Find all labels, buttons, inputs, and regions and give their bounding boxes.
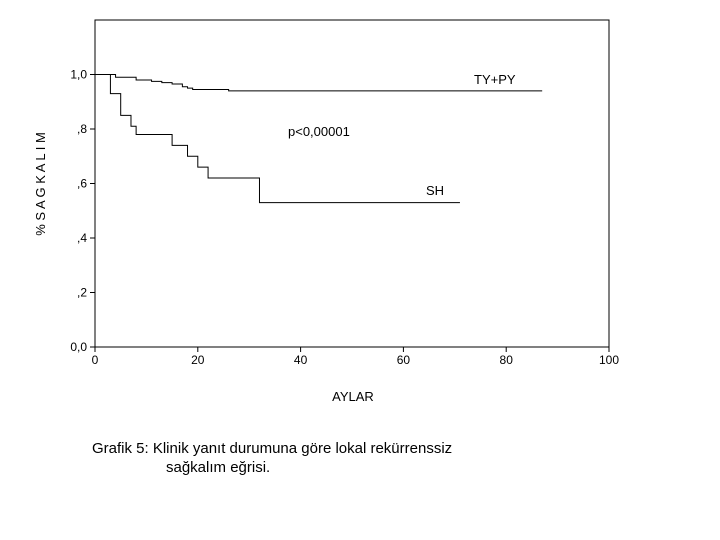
y-tick-label: 0,0: [70, 340, 87, 354]
survival-line-sh: [95, 74, 460, 204]
x-tick-label: 80: [500, 353, 514, 367]
y-axis-label: % S A G K A L I M: [33, 132, 48, 236]
x-tick-label: 40: [294, 353, 308, 367]
series-lines: [95, 74, 543, 204]
survival-line-typy: [95, 74, 543, 92]
y-tick-label: ,6: [77, 177, 87, 191]
plot-frame: [94, 19, 610, 348]
caption-line-2: sağkalım eğrisi.: [166, 459, 271, 476]
y-tick-label: 1,0: [70, 68, 87, 82]
axes: 0 20 40 60 80 100 0,0 ,2 ,4 ,6 ,8 1,0: [70, 19, 619, 367]
y-tick-label: ,8: [77, 122, 87, 136]
y-tick-label: ,2: [77, 286, 87, 300]
x-tick-label: 60: [397, 353, 411, 367]
series-label-sh: SH: [426, 183, 444, 198]
x-tick-label: 20: [191, 353, 205, 367]
x-tick-label: 0: [92, 353, 99, 367]
chart-labels: AYLAR % S A G K A L I M p<0,00001 TY+PY …: [33, 72, 516, 404]
figure-caption: Grafik 5: Klinik yanıt durumuna göre lok…: [92, 439, 452, 477]
caption-line-1: Grafik 5: Klinik yanıt durumuna göre lok…: [92, 440, 453, 457]
series-label-typy: TY+PY: [474, 72, 516, 87]
x-axis-label: AYLAR: [332, 389, 374, 404]
survival-chart: 0 20 40 60 80 100 0,0 ,2 ,4 ,6 ,8 1,0 AYLAR % S A G…: [33, 19, 619, 404]
y-tick-label: ,4: [77, 231, 87, 245]
p-value-annotation: p<0,00001: [288, 124, 350, 139]
x-tick-label: 100: [599, 353, 619, 367]
